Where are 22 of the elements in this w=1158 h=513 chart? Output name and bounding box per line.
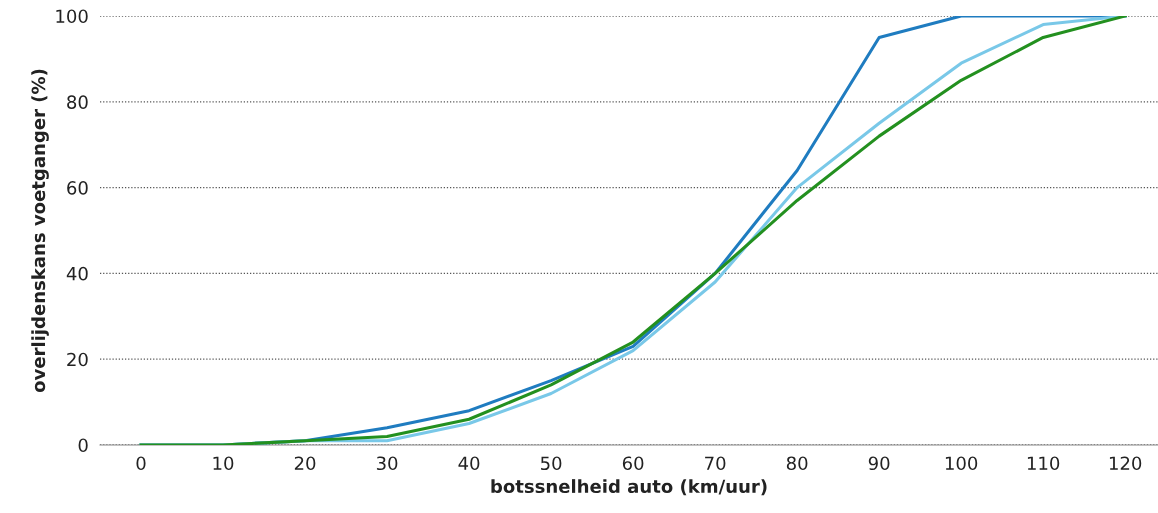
x-tick-label: 60 — [622, 456, 644, 471]
y-tick-label: 20 — [67, 352, 88, 367]
x-tick-label: 10 — [213, 456, 234, 471]
x-tick-label: 70 — [705, 456, 726, 471]
x-tick-label: 30 — [376, 456, 398, 471]
x-tick-label: 20 — [294, 456, 316, 471]
x-axis-title: botssnelheid auto (km/uur) — [491, 479, 767, 496]
y-axis-title: overlijdenskans voetganger (%) — [31, 69, 49, 393]
y-tick-label: 60 — [67, 181, 88, 195]
y-tick-label: 80 — [67, 95, 88, 109]
x-tick-label: 0 — [136, 456, 146, 471]
y-tick-label: 100 — [56, 9, 88, 24]
x-tick-label: 80 — [786, 456, 808, 471]
x-tick-label: 90 — [868, 456, 890, 471]
y-tick-label: 40 — [66, 266, 88, 281]
x-tick-label: 40 — [458, 456, 480, 471]
x-tick-label: 110 — [1027, 456, 1060, 471]
x-tick-label: 120 — [1109, 456, 1142, 471]
line-series — [139, 16, 1127, 445]
x-tick-label: 100 — [945, 456, 978, 471]
x-tick-label: 50 — [540, 456, 562, 471]
y-tick-label: 0 — [78, 438, 88, 453]
